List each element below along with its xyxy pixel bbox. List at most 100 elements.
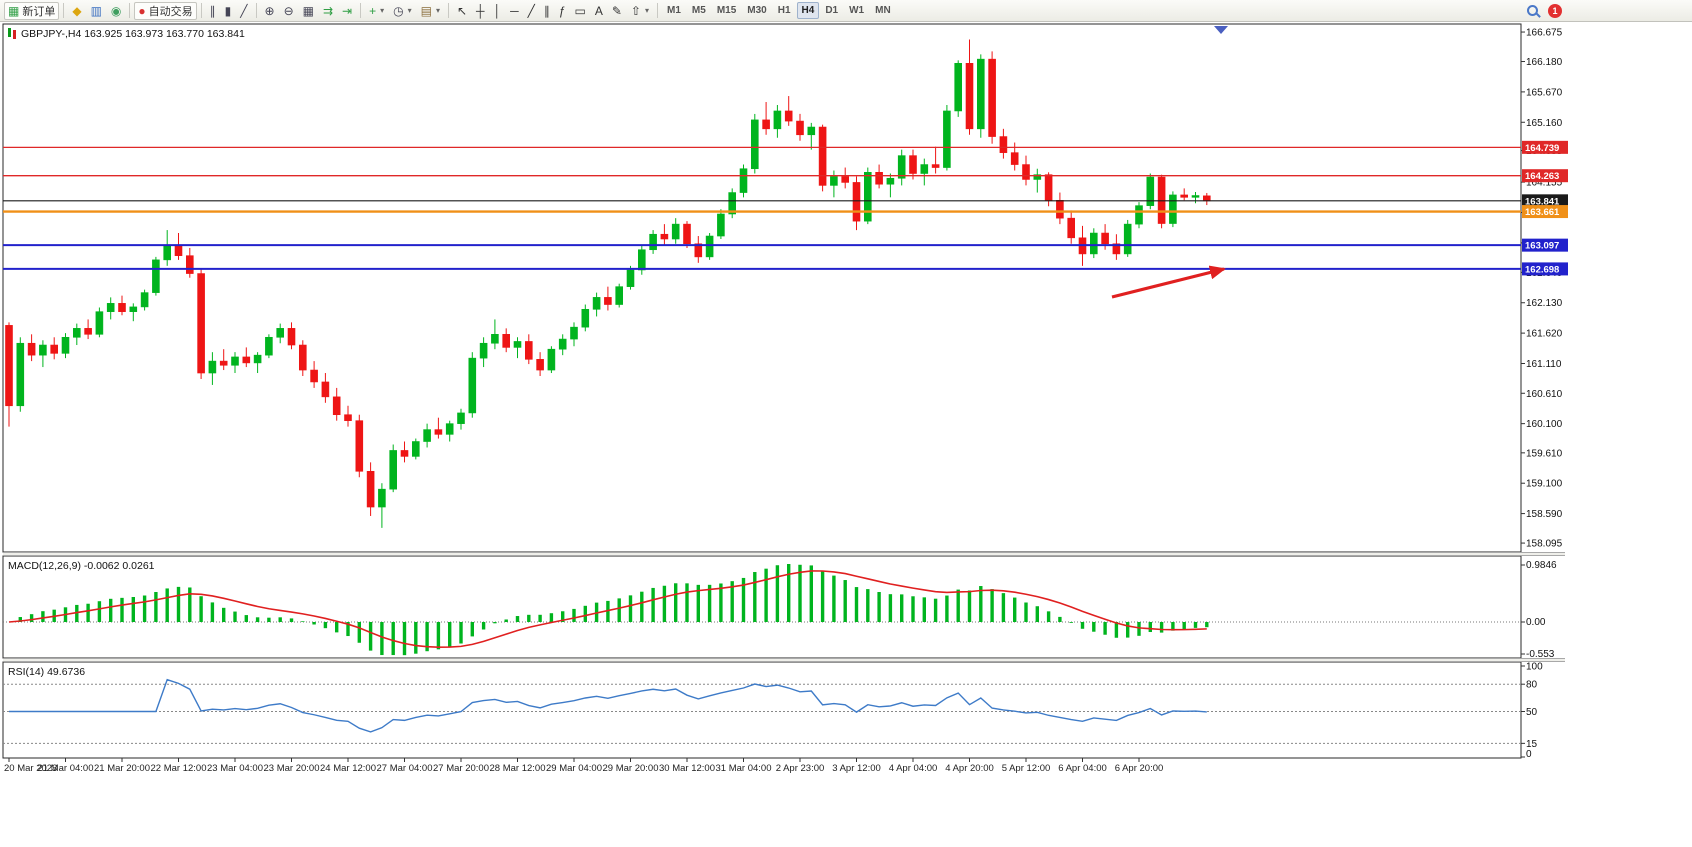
- rsi-scale-label: 100: [1526, 662, 1543, 673]
- templates-icon: ▤: [420, 3, 432, 18]
- chevron-down-icon: ▾: [407, 6, 412, 15]
- price-tick-label: 161.110: [1526, 359, 1562, 370]
- timeframe-button-m15[interactable]: M15: [716, 5, 737, 16]
- rsi-label: RSI(14) 49.6736: [8, 666, 85, 678]
- vertical-line-icon[interactable]: │: [490, 2, 506, 20]
- time-tick-label: 27 Mar 20:00: [433, 763, 489, 774]
- timeframe-button-m30[interactable]: M30: [747, 5, 767, 16]
- periods-icon[interactable]: ◷ ▾: [389, 2, 416, 20]
- price-tick-label: 158.095: [1526, 539, 1563, 550]
- autotrading-icon: ●: [138, 3, 146, 18]
- metaeditor-icon[interactable]: ◆: [68, 2, 85, 20]
- text-icon[interactable]: A: [591, 2, 607, 20]
- zoom-out-icon[interactable]: ⊖: [280, 2, 298, 20]
- templates-icon[interactable]: ▤ ▾: [417, 2, 444, 20]
- autotrading-button[interactable]: ● 自动交易: [134, 1, 197, 20]
- line-chart-icon[interactable]: ╱: [236, 2, 251, 20]
- time-tick-label: 30 Mar 12:00: [659, 763, 715, 774]
- timeframe-button-w1[interactable]: W1: [849, 5, 865, 16]
- text-label-icon[interactable]: ✎: [608, 2, 626, 20]
- horizontal-line-icon: ─: [510, 3, 519, 18]
- shapes-icon[interactable]: ▭: [571, 2, 590, 20]
- time-tick-label: 3 Apr 12:00: [832, 763, 881, 774]
- pane-divider[interactable]: [3, 552, 1565, 556]
- toolbar-separator: [255, 3, 257, 18]
- chart-symbol-icon: [8, 28, 11, 37]
- market-watch-icon[interactable]: ▥: [87, 2, 106, 20]
- zoom-in-icon[interactable]: ⊕: [261, 2, 279, 20]
- timeframe-button-mn[interactable]: MN: [875, 5, 891, 16]
- metaeditor-icon: ◆: [72, 3, 82, 18]
- navigator-icon[interactable]: ◉: [107, 2, 125, 20]
- search-icon[interactable]: [1527, 5, 1538, 16]
- price-tick-label: 166.180: [1526, 57, 1563, 68]
- horizontal-line-icon[interactable]: ─: [506, 2, 523, 20]
- svg-text:162.698: 162.698: [1525, 264, 1559, 275]
- macd-scale-label: 0.9846: [1526, 560, 1557, 571]
- toolbar-separator: [129, 3, 131, 18]
- zoom-in-icon: ⊕: [264, 3, 275, 18]
- macd-scale-label: 0.00: [1526, 617, 1546, 628]
- rsi-line: [9, 678, 1207, 733]
- shapes-icon: ▭: [574, 3, 586, 18]
- timeframe-button-d1[interactable]: D1: [825, 5, 839, 16]
- price-tick-label: 160.100: [1526, 419, 1563, 430]
- price-tag: 164.263: [1522, 169, 1568, 183]
- crosshair-icon: ┼: [476, 3, 485, 18]
- rsi-scale-label: 50: [1526, 707, 1538, 718]
- chart-shift-icon[interactable]: ⇥: [338, 2, 356, 20]
- pane-divider[interactable]: [3, 658, 1565, 662]
- market-watch-icon: ▥: [90, 3, 102, 18]
- trendline-icon: ╱: [527, 3, 535, 18]
- chart-title-group: GBPJPY-,H4 163.925 163.973 163.770 163.8…: [8, 28, 245, 40]
- chart-window[interactable]: MACD(12,26,9) -0.0062 0.0261 0.9846 0.00 -0…: [0, 22, 1692, 847]
- channel-icon: ∥: [543, 3, 550, 18]
- price-tick-label: 161.620: [1526, 329, 1563, 340]
- price-axis[interactable]: 166.675166.180165.670165.160164.685164.1…: [1521, 28, 1568, 550]
- fibonacci-icon: ƒ: [558, 3, 566, 18]
- channel-icon[interactable]: ∥: [540, 2, 554, 20]
- crosshair-icon[interactable]: ┼: [472, 2, 489, 20]
- trendline-icon[interactable]: ╱: [524, 2, 539, 20]
- timeframe-button-m1[interactable]: M1: [667, 5, 681, 16]
- price-tag: 164.739: [1522, 140, 1568, 154]
- chart-canvas[interactable]: MACD(12,26,9) -0.0062 0.0261 0.9846 0.00 -0…: [0, 22, 1692, 847]
- candlestick-series: [5, 39, 1211, 528]
- chart-shift-icon: ⇥: [342, 3, 353, 18]
- candlestick-chart-icon[interactable]: ▮: [221, 2, 236, 20]
- auto-scroll-icon: ⇉: [322, 3, 334, 18]
- notification-badge[interactable]: 1: [1548, 3, 1562, 18]
- chart-shift-marker[interactable]: [1214, 26, 1228, 34]
- timeframe-button-m5[interactable]: M5: [691, 5, 706, 16]
- rsi-indicator: RSI(14) 49.6736 100 80 50 150: [3, 662, 1543, 760]
- price-tag: 162.698: [1522, 262, 1568, 276]
- time-tick-label: 5 Apr 12:00: [1002, 763, 1051, 774]
- new-order-button[interactable]: ▦ 新订单: [4, 1, 60, 20]
- price-tick-label: 159.100: [1526, 479, 1563, 490]
- timeframe-button-h1[interactable]: H1: [777, 5, 791, 16]
- cursor-icon: ↖: [456, 3, 468, 18]
- arrows-icon[interactable]: ⇧ ▾: [627, 2, 653, 20]
- indicators-icon[interactable]: + ▾: [365, 2, 388, 20]
- arrows-icon: ⇧: [630, 3, 641, 18]
- bar-chart-icon[interactable]: ∥: [206, 2, 220, 20]
- macd-scale-label: -0.553: [1526, 649, 1555, 660]
- toolbar-separator: [200, 3, 202, 18]
- time-tick-label: 28 Mar 12:00: [490, 763, 546, 774]
- periods-icon: ◷: [393, 3, 404, 18]
- price-tick-label: 159.610: [1526, 448, 1563, 459]
- chart-root: MACD(12,26,9) -0.0062 0.0261 0.9846 0.00 -0…: [2, 23, 1568, 774]
- time-tick-label: 23 Mar 20:00: [264, 763, 320, 774]
- macd-label: MACD(12,26,9) -0.0062 0.0261: [8, 560, 155, 572]
- auto-scroll-icon[interactable]: ⇉: [319, 2, 337, 20]
- time-tick-label: 23 Mar 04:00: [207, 763, 263, 774]
- trend-arrow-annotation[interactable]: [1111, 265, 1226, 299]
- fibonacci-icon[interactable]: ƒ: [555, 2, 570, 20]
- timeframe-button-h4[interactable]: H4: [796, 2, 820, 19]
- cursor-icon[interactable]: ↖: [453, 2, 471, 20]
- chevron-down-icon: ▾: [435, 6, 440, 15]
- tile-windows-icon[interactable]: ▦: [299, 2, 318, 20]
- svg-text:163.841: 163.841: [1525, 196, 1560, 207]
- price-tick-label: 165.160: [1526, 118, 1563, 129]
